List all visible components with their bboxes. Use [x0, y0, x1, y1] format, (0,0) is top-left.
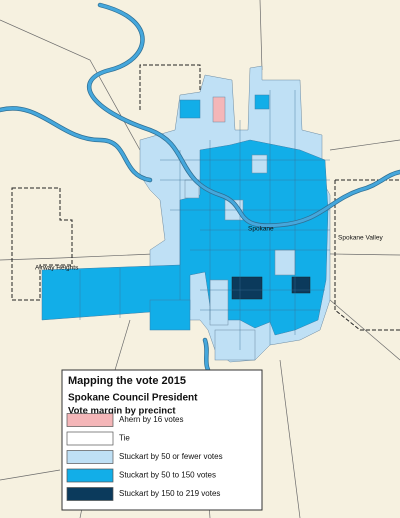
legend-subtitle: Spokane Council President	[68, 393, 198, 404]
legend-label: Stuckart by 150 to 219 votes	[119, 489, 220, 498]
legend-title: Mapping the vote 2015	[68, 375, 186, 387]
place-label: Spokane	[248, 226, 274, 233]
legend-swatch	[66, 413, 114, 427]
place-label: Airway Heights	[35, 265, 79, 272]
legend-label: Tie	[119, 434, 130, 443]
legend-swatch	[66, 431, 114, 446]
place-labels: Airway Heights Spokane Spokane Valley	[35, 226, 383, 272]
legend-swatch	[66, 468, 114, 483]
city-boundaries	[11, 64, 400, 331]
legend-caption: Vote margin by precinct	[68, 406, 176, 417]
legend-swatch	[66, 450, 114, 464]
precincts	[41, 65, 331, 363]
legend-swatch	[66, 487, 114, 501]
place-label: Spokane Valley	[338, 235, 383, 242]
legend-label: Ahern by 16 votes	[119, 415, 183, 424]
legend-label: Stuckart by 50 to 150 votes	[119, 471, 216, 480]
legend-label: Stuckart by 50 or fewer votes	[119, 452, 223, 461]
legend: Mapping the vote 2015 Spokane Council Pr…	[61, 369, 263, 511]
